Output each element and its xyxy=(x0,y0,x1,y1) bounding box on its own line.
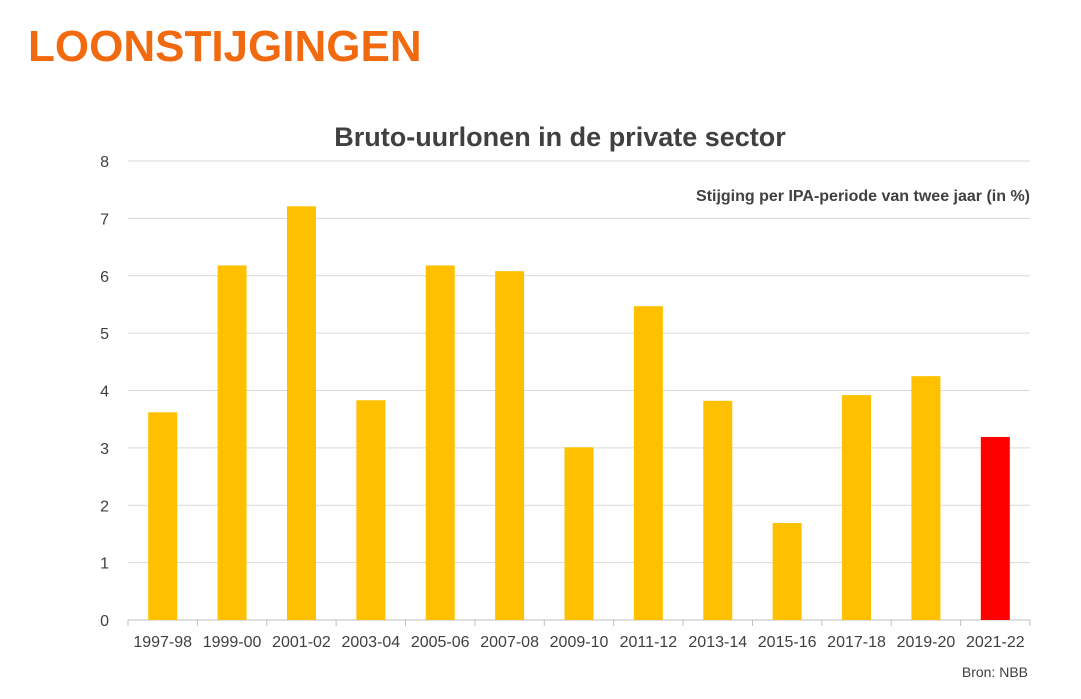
chart-title: Bruto-uurlonen in de private sector xyxy=(334,122,786,152)
x-tick-label: 2007-08 xyxy=(480,634,539,651)
bar-2009-10 xyxy=(564,447,594,620)
x-tick-label: 2003-04 xyxy=(341,634,400,651)
x-tick-label: 2019-20 xyxy=(897,634,956,651)
bar-2015-16 xyxy=(772,523,802,620)
y-tick-label: 3 xyxy=(100,441,109,458)
x-tick-label: 2009-10 xyxy=(550,634,609,651)
x-axis: 1997-98 1999-00 2001-02 2003-04 2005-06 2007-… xyxy=(127,620,1031,651)
chart-subtitle: Stijging per IPA-periode van twee jaar (… xyxy=(696,188,1030,205)
bar-2003-04 xyxy=(356,400,386,620)
y-tick-label: 1 xyxy=(100,556,109,573)
y-axis: 0 1 2 3 4 5 6 7 8 xyxy=(100,154,109,630)
x-tick-label: 1999-00 xyxy=(203,634,262,651)
source-note: Bron: NBB xyxy=(962,664,1028,680)
bars xyxy=(148,206,1010,621)
y-tick-label: 7 xyxy=(100,211,109,228)
y-tick-label: 5 xyxy=(100,326,109,343)
bar-2005-06 xyxy=(425,265,455,620)
y-tick-label: 4 xyxy=(100,384,109,401)
bar-2017-18 xyxy=(842,395,872,620)
x-tick-label: 2011-12 xyxy=(620,634,678,651)
bar-2013-14 xyxy=(703,400,733,620)
bar-2011-12 xyxy=(633,306,663,620)
x-tick-label: 2021-22 xyxy=(966,634,1025,651)
x-tick-label: 2017-18 xyxy=(827,634,886,651)
bar-2021-22 xyxy=(980,436,1010,620)
x-tick-label: 2005-06 xyxy=(411,634,470,651)
y-tick-label: 8 xyxy=(100,154,109,171)
x-tick-label: 2015-16 xyxy=(758,634,817,651)
bar-2001-02 xyxy=(286,206,316,621)
x-tick-label: 2013-14 xyxy=(688,634,747,651)
bar-2019-20 xyxy=(911,376,941,620)
bar-1999-00 xyxy=(217,265,247,620)
y-tick-label: 6 xyxy=(100,269,109,286)
x-tick-label: 2001-02 xyxy=(272,634,331,651)
x-tick-label: 1997-98 xyxy=(133,634,192,651)
bar-1997-98 xyxy=(148,412,178,620)
slide-title: LOONSTIJGINGEN xyxy=(28,22,422,71)
y-tick-label: 0 xyxy=(100,613,109,630)
y-tick-label: 2 xyxy=(100,498,109,515)
bar-2007-08 xyxy=(495,271,525,620)
